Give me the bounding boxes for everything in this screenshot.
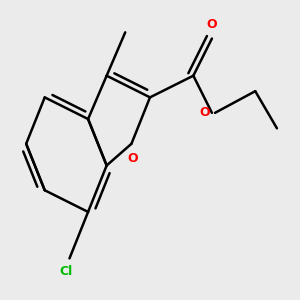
Text: Cl: Cl xyxy=(60,265,73,278)
Text: O: O xyxy=(128,152,138,164)
Text: O: O xyxy=(207,18,217,31)
Text: O: O xyxy=(200,106,210,119)
